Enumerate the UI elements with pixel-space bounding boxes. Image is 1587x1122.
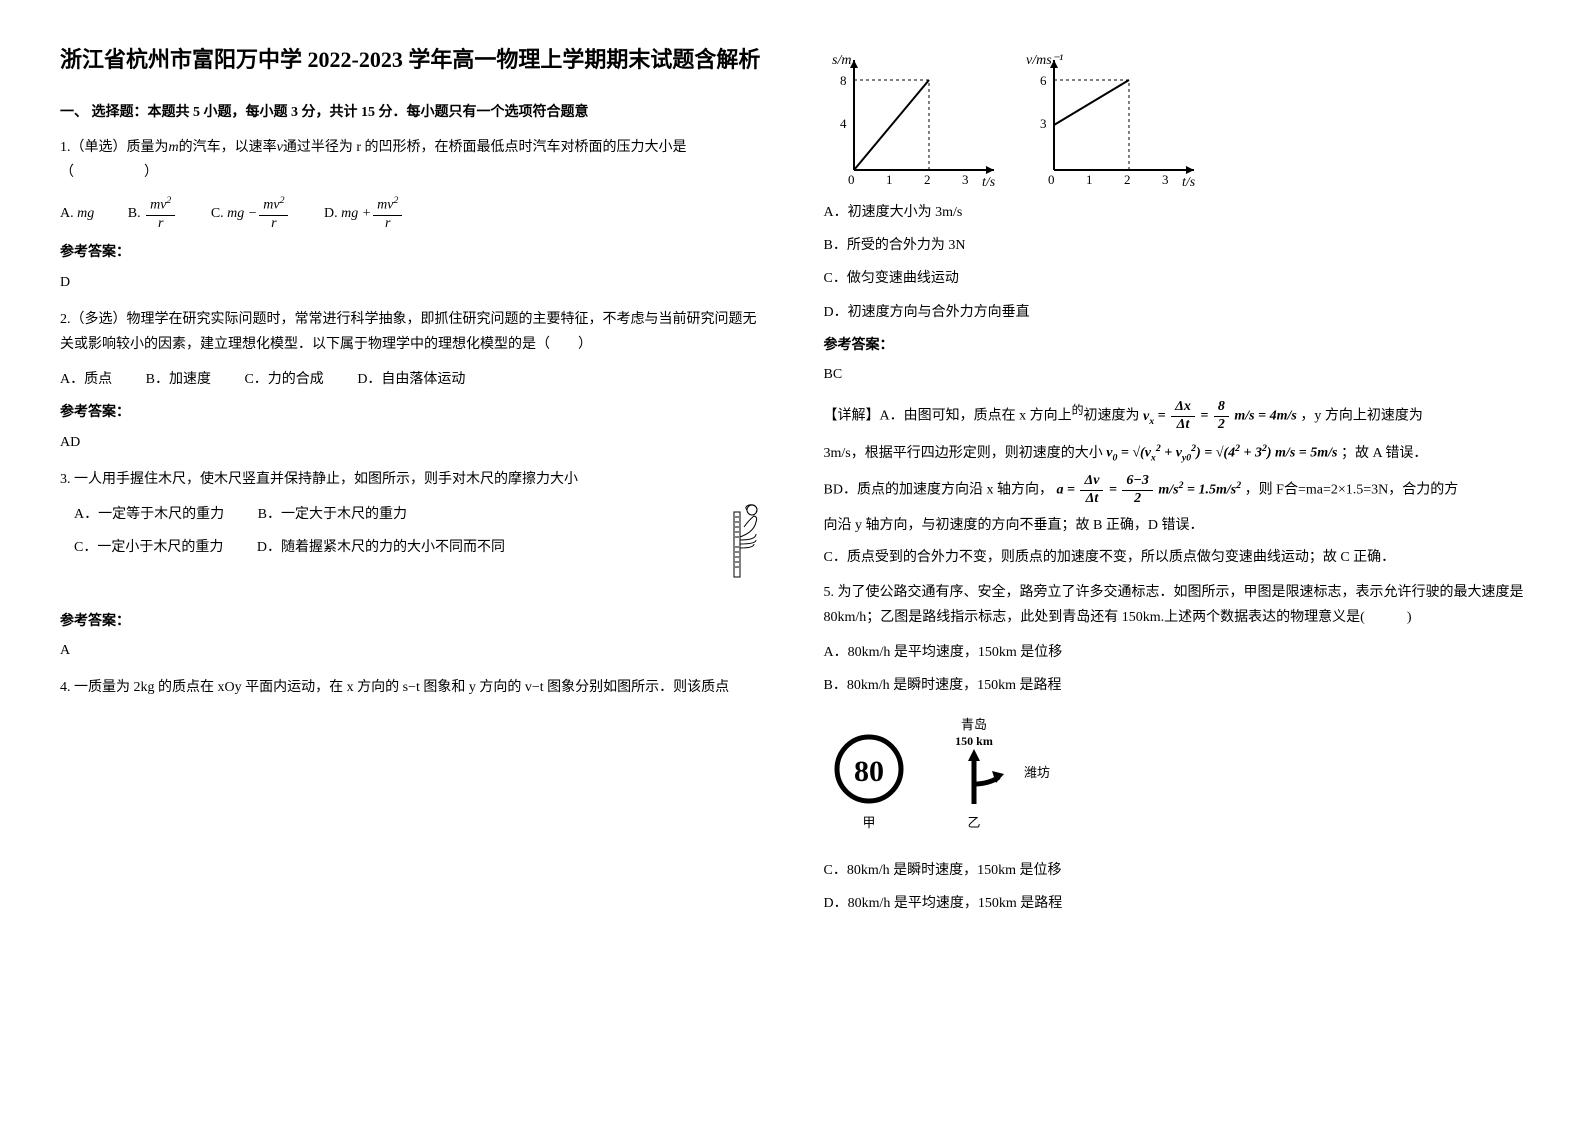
right-column: s/m t/s 8 4 0 1 2 3 v/ms⁻¹ t/s 6 3 bbox=[824, 40, 1528, 924]
q4-exp-a4: 3m/s，根据平行四边形定则，则初速度的大小 bbox=[824, 445, 1103, 460]
q4-exp-bd2: ，则 F合=ma=2×1.5=3N，合力的方 bbox=[1245, 482, 1459, 497]
q1-opt-d: D. mg + mv2r bbox=[324, 195, 404, 232]
q1-c-val: mg − bbox=[227, 201, 257, 226]
q4-explain-bd3: 向沿 y 轴方向，与初速度的方向不垂直；故 B 正确，D 错误． bbox=[824, 513, 1528, 538]
svg-text:3: 3 bbox=[1162, 172, 1169, 187]
chart2-ylabel: v/ms⁻¹ bbox=[1026, 53, 1063, 68]
q4-exp-a5: ；故 A 错误． bbox=[1341, 445, 1427, 460]
q4-charts: s/m t/s 8 4 0 1 2 3 v/ms⁻¹ t/s 6 3 bbox=[824, 50, 1528, 190]
chart2-xlabel: t/s bbox=[1182, 175, 1196, 190]
q4-exp-a1: 【详解】A．由图可知，质点在 x 方向上 bbox=[824, 409, 1072, 424]
page-title: 浙江省杭州市富阳万中学 2022-2023 学年高一物理上学期期末试题含解析 bbox=[60, 40, 764, 80]
q2-opt-d: D．自由落体运动 bbox=[357, 367, 465, 392]
ruler-hand-figure bbox=[714, 502, 764, 591]
q3-opt-c: C．一定小于木尺的重力 bbox=[74, 535, 223, 560]
svg-text:3: 3 bbox=[962, 172, 969, 187]
q4-explain-bd: BD．质点的加速度方向沿 x 轴方向， a = ΔvΔt = 6−32 m/s2… bbox=[824, 473, 1528, 508]
q1-a-val: mg bbox=[77, 206, 94, 221]
svg-text:1: 1 bbox=[1086, 172, 1093, 187]
q4-formula-vx: vx = ΔxΔt = 82 m/s = 4m/s bbox=[1143, 399, 1297, 434]
q3-answer-label: 参考答案： bbox=[60, 609, 764, 634]
q4-opt-d: D．初速度方向与合外力方向垂直 bbox=[824, 300, 1528, 325]
chart1-xlabel: t/s bbox=[982, 175, 996, 190]
q3-opt-d: D．随着握紧木尺的力的大小不同而不同 bbox=[257, 535, 505, 560]
svg-text:0: 0 bbox=[848, 172, 855, 187]
q4-explain-a: 【详解】A．由图可知，质点在 x 方向上的初速度为 vx = ΔxΔt = 82… bbox=[824, 399, 1528, 434]
q1-opt-b: B. mv2r bbox=[128, 195, 178, 232]
q4-opt-b: B．所受的合外力为 3N bbox=[824, 233, 1528, 258]
q1-opt-a: A. mg bbox=[60, 201, 94, 226]
q4-formula-v0: v0 = √(vx2 + vy02) = √(42 + 32) m/s = 5m… bbox=[1106, 440, 1337, 467]
q1-d-frac: mv2r bbox=[373, 195, 402, 232]
question-2: 2.（多选）物理学在研究实际问题时，常常进行科学抽象，即抓住研究问题的主要特征，… bbox=[60, 307, 764, 357]
q5-opt-b: B．80km/h 是瞬时速度，150km 是路程 bbox=[824, 673, 1528, 698]
q1-opt-c: C. mg − mv2r bbox=[211, 195, 291, 232]
q4-formula-a: a = ΔvΔt = 6−32 m/s2 = 1.5m/s2 bbox=[1056, 473, 1241, 508]
q5-opt-a: A．80km/h 是平均速度，150km 是位移 bbox=[824, 640, 1528, 665]
q3-options-row2: C．一定小于木尺的重力 D．随着握紧木尺的力的大小不同而不同 bbox=[74, 535, 764, 560]
sign-city1: 青岛 bbox=[960, 717, 986, 732]
q1-stem-b: 的汽车，以速率 bbox=[179, 140, 277, 155]
q2-answer-label: 参考答案： bbox=[60, 400, 764, 425]
q3-options-row1: A．一定等于木尺的重力 B．一定大于木尺的重力 bbox=[74, 502, 764, 527]
q1-b-frac: mv2r bbox=[146, 195, 175, 232]
q3-answer: A bbox=[60, 638, 764, 663]
q1-d-val: mg + bbox=[341, 201, 371, 226]
q1-m: m bbox=[169, 140, 179, 155]
q1-c-frac: mv2r bbox=[259, 195, 288, 232]
sign-city2: 潍坊 bbox=[1024, 765, 1050, 780]
q2-options: A．质点 B．加速度 C．力的合成 D．自由落体运动 bbox=[60, 367, 764, 392]
q1-b-label: B. bbox=[128, 206, 141, 221]
svg-text:2: 2 bbox=[924, 172, 931, 187]
sign-speed: 80 bbox=[854, 755, 884, 788]
q5-opt-c: C．80km/h 是瞬时速度，150km 是位移 bbox=[824, 858, 1528, 883]
q4-chart-vt: v/ms⁻¹ t/s 6 3 0 1 2 3 bbox=[1024, 50, 1204, 190]
q1-a-label: A. bbox=[60, 206, 74, 221]
q4-exp-bd1: BD．质点的加速度方向沿 x 轴方向， bbox=[824, 482, 1053, 497]
svg-text:4: 4 bbox=[840, 116, 847, 131]
q5-sign-figure: 80 甲 青岛 150 km 潍坊 乙 bbox=[824, 709, 1528, 848]
svg-text:8: 8 bbox=[840, 73, 847, 88]
svg-text:2: 2 bbox=[1124, 172, 1131, 187]
q1-d-label: D. bbox=[324, 206, 338, 221]
question-3: 3. 一人用手握住木尺，使木尺竖直并保持静止，如图所示，则手对木尺的摩擦力大小 bbox=[60, 467, 764, 492]
q4-explain-a-cont: 3m/s，根据平行四边形定则，则初速度的大小 v0 = √(vx2 + vy02… bbox=[824, 440, 1528, 467]
q3-opt-a: A．一定等于木尺的重力 bbox=[74, 502, 224, 527]
svg-text:3: 3 bbox=[1040, 116, 1047, 131]
left-column: 浙江省杭州市富阳万中学 2022-2023 学年高一物理上学期期末试题含解析 一… bbox=[60, 40, 764, 924]
q1-answer-label: 参考答案： bbox=[60, 240, 764, 265]
question-5: 5. 为了使公路交通有序、安全，路旁立了许多交通标志．如图所示，甲图是限速标志，… bbox=[824, 580, 1528, 630]
question-4: 4. 一质量为 2kg 的质点在 xOy 平面内运动，在 x 方向的 s−t 图… bbox=[60, 675, 764, 700]
q4-opt-c: C．做匀变速曲线运动 bbox=[824, 266, 1528, 291]
q1-c-label: C. bbox=[211, 206, 224, 221]
svg-text:6: 6 bbox=[1040, 73, 1047, 88]
svg-text:0: 0 bbox=[1048, 172, 1055, 187]
q4-exp-a2: 初速度为 bbox=[1084, 409, 1140, 424]
q2-opt-c: C．力的合成 bbox=[244, 367, 323, 392]
q4-exp-a-de: 的 bbox=[1072, 403, 1084, 417]
section-header: 一、 选择题：本题共 5 小题，每小题 3 分，共计 15 分．每小题只有一个选… bbox=[60, 100, 764, 125]
q1-options: A. mg B. mv2r C. mg − mv2r D. mg + mv2r bbox=[60, 195, 764, 232]
q4-answer: BC bbox=[824, 362, 1528, 387]
svg-text:1: 1 bbox=[886, 172, 893, 187]
q1-answer: D bbox=[60, 270, 764, 295]
sign-label1: 甲 bbox=[862, 815, 875, 830]
q4-explain-c: C．质点受到的合外力不变，则质点的加速度不变，所以质点做匀变速曲线运动；故 C … bbox=[824, 545, 1528, 570]
chart1-ylabel: s/m bbox=[832, 53, 851, 68]
q5-opt-d: D．80km/h 是平均速度，150km 是路程 bbox=[824, 891, 1528, 916]
sign-label2: 乙 bbox=[967, 815, 980, 830]
q4-answer-label: 参考答案： bbox=[824, 333, 1528, 358]
q2-opt-a: A．质点 bbox=[60, 367, 112, 392]
sign-dist: 150 km bbox=[955, 734, 993, 748]
q1-stem-a: 1.（单选）质量为 bbox=[60, 140, 169, 155]
q2-opt-b: B．加速度 bbox=[146, 367, 211, 392]
q4-exp-a3: ，y 方向上初速度为 bbox=[1300, 409, 1423, 424]
question-1: 1.（单选）质量为m的汽车，以速率v通过半径为 r 的凹形桥，在桥面最低点时汽车… bbox=[60, 135, 764, 185]
q4-opt-a: A．初速度大小为 3m/s bbox=[824, 200, 1528, 225]
q4-chart-st: s/m t/s 8 4 0 1 2 3 bbox=[824, 50, 1004, 190]
q3-opt-b: B．一定大于木尺的重力 bbox=[258, 502, 407, 527]
q2-answer: AD bbox=[60, 430, 764, 455]
